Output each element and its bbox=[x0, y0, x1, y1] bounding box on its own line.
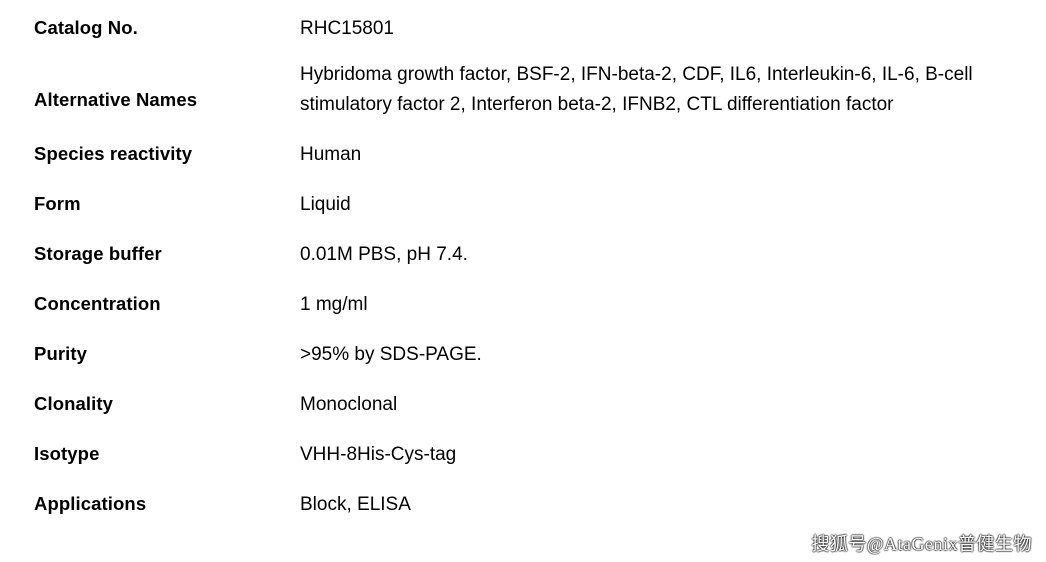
table-row: Species reactivity Human bbox=[34, 140, 1026, 170]
row-label: Clonality bbox=[34, 390, 300, 415]
row-label: Applications bbox=[34, 490, 300, 515]
row-label: Species reactivity bbox=[34, 140, 300, 165]
row-label: Concentration bbox=[34, 290, 300, 315]
row-label: Purity bbox=[34, 340, 300, 365]
row-value: Block, ELISA bbox=[300, 490, 1026, 520]
row-value: Monoclonal bbox=[300, 390, 1026, 420]
row-value: 0.01M PBS, pH 7.4. bbox=[300, 240, 1026, 270]
watermark-text: 搜狐号@AtaGenix普健生物 bbox=[811, 530, 1032, 556]
row-value: 1 mg/ml bbox=[300, 290, 1026, 320]
row-value: Hybridoma growth factor, BSF-2, IFN-beta… bbox=[300, 60, 1026, 120]
table-row: Storage buffer 0.01M PBS, pH 7.4. bbox=[34, 240, 1026, 270]
table-row: Catalog No. RHC15801 bbox=[34, 14, 1026, 44]
row-value: VHH-8His-Cys-tag bbox=[300, 440, 1026, 470]
table-row: Concentration 1 mg/ml bbox=[34, 290, 1026, 320]
row-label: Isotype bbox=[34, 440, 300, 465]
row-value: RHC15801 bbox=[300, 14, 1026, 44]
table-row: Form Liquid bbox=[34, 190, 1026, 220]
row-label: Storage buffer bbox=[34, 240, 300, 265]
row-value: Human bbox=[300, 140, 1026, 170]
table-row: Isotype VHH-8His-Cys-tag bbox=[34, 440, 1026, 470]
table-row: Clonality Monoclonal bbox=[34, 390, 1026, 420]
row-label: Form bbox=[34, 190, 300, 215]
row-label: Alternative Names bbox=[34, 60, 300, 111]
spec-sheet: Catalog No. RHC15801 Alternative Names H… bbox=[0, 0, 1046, 520]
row-value: Liquid bbox=[300, 190, 1026, 220]
row-label: Catalog No. bbox=[34, 14, 300, 39]
row-value: >95% by SDS-PAGE. bbox=[300, 340, 1026, 370]
table-row: Applications Block, ELISA bbox=[34, 490, 1026, 520]
table-row: Alternative Names Hybridoma growth facto… bbox=[34, 60, 1026, 120]
table-row: Purity >95% by SDS-PAGE. bbox=[34, 340, 1026, 370]
